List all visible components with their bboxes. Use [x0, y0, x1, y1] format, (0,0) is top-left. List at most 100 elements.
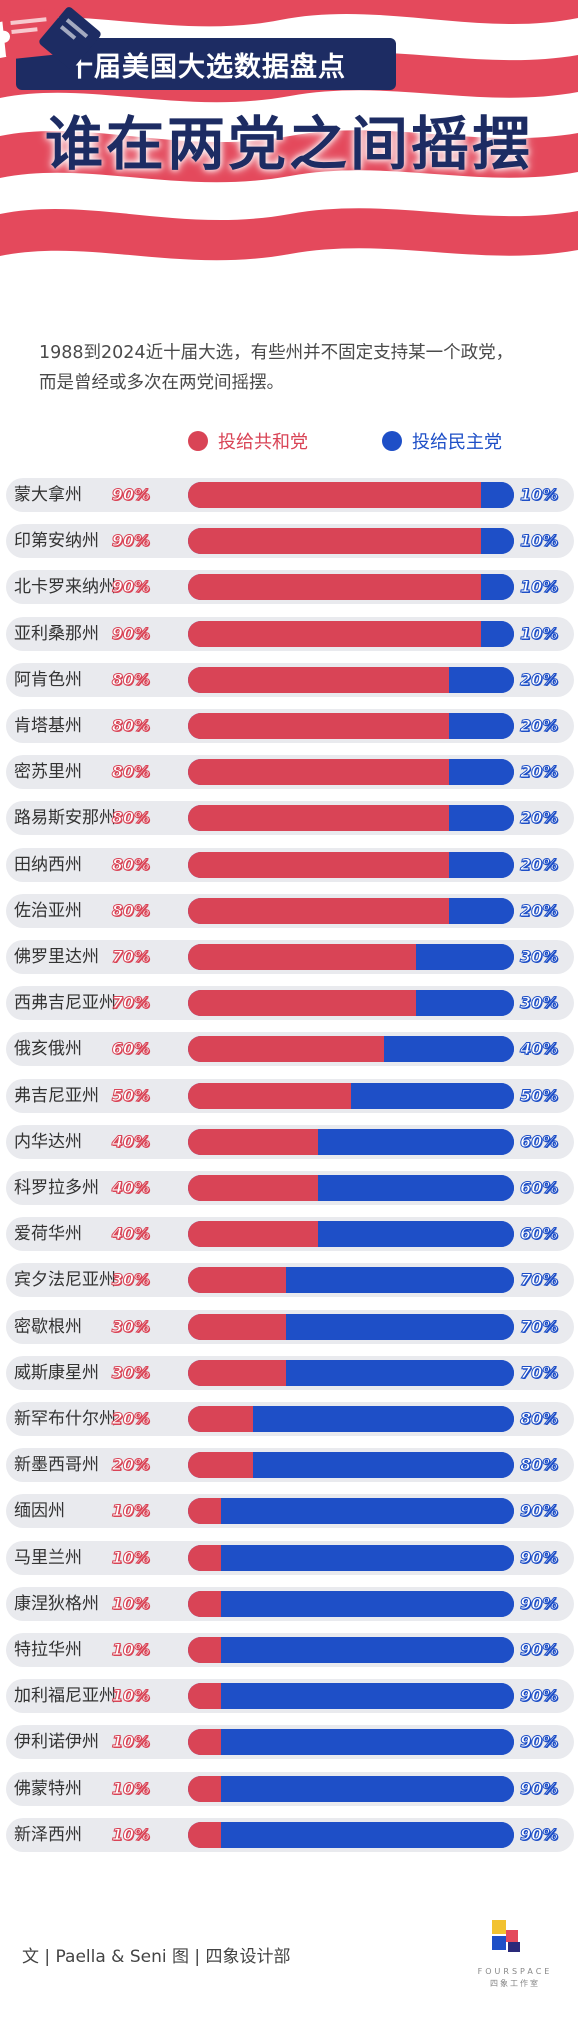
bar-republican	[188, 1498, 221, 1525]
republican-percent-label: 20%	[111, 1455, 150, 1475]
state-row: 新泽西州 10% 90%	[6, 1817, 574, 1852]
bar-democrat	[318, 1175, 514, 1201]
stacked-bar	[188, 1221, 514, 1248]
bar-republican	[188, 1128, 319, 1155]
bar-democrat	[220, 1498, 514, 1525]
bar-democrat	[351, 1082, 514, 1109]
stacked-bar	[188, 1128, 514, 1155]
republican-percent-label: 70%	[111, 947, 150, 967]
state-row: 伊利诺伊州 10% 90%	[6, 1725, 574, 1760]
bar-republican	[188, 528, 482, 555]
bar-democrat	[448, 851, 514, 878]
state-row: 肯塔基州 80% 20%	[6, 709, 574, 743]
bar-democrat	[416, 990, 514, 1017]
state-row: 康涅狄格州 10% 90%	[6, 1586, 574, 1621]
bar-republican	[188, 1082, 351, 1109]
democrat-percent-label: 80%	[519, 1455, 559, 1475]
democrat-percent-label: 30%	[519, 993, 559, 1013]
republican-percent-label: 80%	[111, 808, 150, 828]
bar-republican	[188, 1313, 286, 1340]
democrat-percent-label: 10%	[519, 577, 559, 597]
state-label: 弗吉尼亚州	[14, 1085, 99, 1106]
republican-percent-label: 80%	[111, 900, 150, 920]
republican-percent-label: 80%	[111, 716, 150, 736]
republican-percent-label: 90%	[111, 531, 150, 551]
bar-democrat	[448, 713, 514, 739]
bar-democrat	[481, 482, 514, 508]
democrat-percent-label: 10%	[519, 531, 559, 551]
democrat-percent-label: 10%	[519, 623, 559, 643]
state-label: 爱荷华州	[14, 1224, 82, 1245]
stacked-bar	[188, 805, 514, 832]
state-label: 特拉华州	[14, 1640, 82, 1660]
stacked-bar	[188, 944, 514, 970]
state-label: 亚利桑那州	[14, 623, 99, 644]
republican-percent-label: 60%	[111, 1039, 150, 1059]
republican-percent-label: 10%	[111, 1732, 150, 1752]
tag-title: 十届美国大选数据盘点	[16, 38, 396, 90]
bar-democrat	[220, 1821, 514, 1848]
state-row: 佛罗里达州 70% 30%	[6, 940, 574, 974]
state-label: 佛罗里达州	[14, 947, 99, 967]
republican-percent-label: 30%	[111, 1316, 150, 1336]
democrat-percent-label: 20%	[519, 669, 559, 689]
stacked-bar	[188, 897, 514, 924]
header-banner: 十届美国大选数据盘点 谁在两党之间摇摆	[0, 0, 578, 320]
bar-democrat	[481, 620, 514, 647]
stacked-bar	[188, 1590, 514, 1617]
democrat-percent-label: 50%	[519, 1085, 559, 1105]
state-label: 新泽西州	[14, 1824, 82, 1845]
state-label: 科罗拉多州	[14, 1178, 99, 1198]
legend-dot-republican	[188, 431, 208, 451]
bar-democrat	[318, 1221, 514, 1248]
bar-democrat	[220, 1637, 514, 1663]
stacked-bar	[188, 1267, 514, 1294]
stacked-bar	[188, 620, 514, 647]
republican-percent-label: 10%	[111, 1593, 150, 1613]
stacked-bar	[188, 1775, 514, 1802]
bar-democrat	[285, 1313, 514, 1340]
bar-republican	[188, 713, 449, 739]
stacked-bar	[188, 666, 514, 693]
bar-republican	[188, 759, 449, 786]
bar-republican	[188, 805, 449, 832]
stacked-bar	[188, 1498, 514, 1525]
stacked-bar	[188, 1313, 514, 1340]
bar-republican	[188, 1821, 221, 1848]
state-row: 弗吉尼亚州 50% 50%	[6, 1078, 574, 1113]
bar-republican	[188, 1221, 319, 1248]
bar-democrat	[220, 1544, 514, 1571]
state-label: 新罕布什尔州	[14, 1409, 116, 1429]
democrat-percent-label: 70%	[519, 1270, 559, 1290]
stacked-bar	[188, 482, 514, 508]
bar-republican	[188, 1267, 286, 1294]
state-row: 宾夕法尼亚州 30% 70%	[6, 1263, 574, 1298]
bar-republican	[188, 1637, 221, 1663]
state-row: 北卡罗来纳州 90% 10%	[6, 570, 574, 605]
bar-republican	[188, 1175, 319, 1201]
state-label: 阿肯色州	[14, 669, 82, 690]
legend-democrat: 投给民主党	[382, 428, 502, 454]
democrat-percent-label: 90%	[519, 1732, 559, 1752]
bar-republican	[188, 482, 482, 508]
stacked-bar	[188, 528, 514, 555]
bar-republican	[188, 620, 482, 647]
stacked-bar	[188, 1036, 514, 1063]
democrat-percent-label: 60%	[519, 1131, 559, 1151]
democrat-percent-label: 20%	[519, 854, 559, 874]
bar-democrat	[448, 805, 514, 832]
republican-percent-label: 40%	[111, 1131, 150, 1151]
democrat-percent-label: 90%	[519, 1640, 559, 1660]
democrat-percent-label: 20%	[519, 716, 559, 736]
republican-percent-label: 90%	[111, 577, 150, 597]
state-row: 佛蒙特州 10% 90%	[6, 1771, 574, 1806]
bar-republican	[188, 897, 449, 924]
republican-percent-label: 10%	[111, 1501, 150, 1521]
republican-percent-label: 40%	[111, 1178, 150, 1198]
legend-republican: 投给共和党	[188, 428, 308, 454]
democrat-percent-label: 60%	[519, 1178, 559, 1198]
stacked-bar	[188, 1729, 514, 1756]
bar-republican	[188, 1590, 221, 1617]
state-label: 佛蒙特州	[14, 1778, 82, 1799]
stacked-bar	[188, 1452, 514, 1479]
